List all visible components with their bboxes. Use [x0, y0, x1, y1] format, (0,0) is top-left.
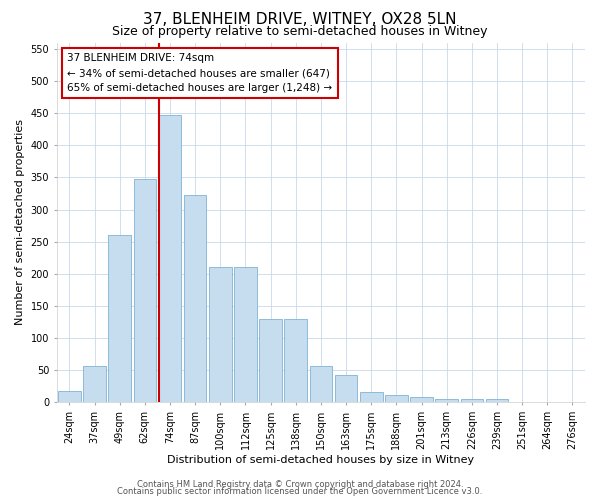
Text: Contains HM Land Registry data © Crown copyright and database right 2024.: Contains HM Land Registry data © Crown c…: [137, 480, 463, 489]
Bar: [134, 180, 156, 402]
Bar: [360, 392, 383, 402]
X-axis label: Distribution of semi-detached houses by size in Witney: Distribution of semi-detached houses by …: [167, 455, 475, 465]
Bar: [234, 268, 257, 402]
Bar: [436, 399, 458, 402]
Bar: [259, 319, 282, 402]
Text: 37 BLENHEIM DRIVE: 74sqm
← 34% of semi-detached houses are smaller (647)
65% of : 37 BLENHEIM DRIVE: 74sqm ← 34% of semi-d…: [67, 54, 332, 93]
Bar: [410, 398, 433, 402]
Text: Size of property relative to semi-detached houses in Witney: Size of property relative to semi-detach…: [112, 25, 488, 38]
Bar: [158, 115, 181, 403]
Bar: [335, 376, 358, 402]
Bar: [58, 391, 81, 402]
Bar: [209, 268, 232, 402]
Bar: [83, 366, 106, 403]
Bar: [284, 319, 307, 402]
Bar: [485, 399, 508, 402]
Bar: [461, 399, 483, 402]
Bar: [184, 195, 206, 402]
Bar: [310, 366, 332, 403]
Text: Contains public sector information licensed under the Open Government Licence v3: Contains public sector information licen…: [118, 487, 482, 496]
Bar: [109, 236, 131, 402]
Y-axis label: Number of semi-detached properties: Number of semi-detached properties: [15, 120, 25, 326]
Bar: [385, 394, 407, 402]
Text: 37, BLENHEIM DRIVE, WITNEY, OX28 5LN: 37, BLENHEIM DRIVE, WITNEY, OX28 5LN: [143, 12, 457, 28]
